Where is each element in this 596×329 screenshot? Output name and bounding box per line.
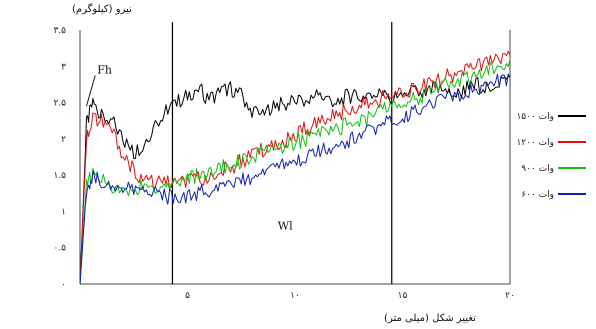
tick-labels: ۰ ۰.۵ ۱ ۱.۵ ۲ ۲.۵ ۳ ۳.۵ ۵ ۱۰ ۱۵ ۲۰ [53, 26, 514, 301]
x-tick-label-0: ۵ [185, 291, 190, 301]
y-tick-label-6: ۳ [61, 62, 66, 72]
y-tick-label-7: ۳.۵ [53, 26, 66, 36]
annotation-1: Wl [278, 220, 293, 233]
vertical-markers [171, 22, 393, 284]
y-tick-label-5: ۲.۵ [53, 99, 66, 109]
plot-frame [79, 30, 511, 285]
legend-label-1: ۱۲۰۰ وات [516, 138, 554, 148]
series-line-2 [79, 58, 511, 285]
legend-label-3: ۶۰۰ وات [521, 190, 554, 200]
annotations: Fh Wl [86, 64, 293, 233]
y-tick-label-4: ۲ [61, 135, 66, 145]
y-tick-label-3: ۱.۵ [53, 171, 66, 181]
y-tick-label-2: ۱ [61, 207, 66, 217]
series-line-1 [79, 50, 511, 285]
annotation-leader [86, 75, 96, 107]
x-axis-title: تغییر شکل (میلی متر) [384, 313, 476, 324]
series-line-3 [79, 73, 511, 285]
annotation-0: Fh [97, 64, 112, 77]
y-tick-label-1: ۰.۵ [53, 244, 66, 254]
series-line-0 [79, 75, 511, 285]
legend: ۱۵۰۰ وات ۱۲۰۰ وات ۹۰۰ وات ۶۰۰ وات [516, 112, 586, 200]
x-tick-label-1: ۱۰ [290, 291, 300, 301]
x-tick-label-3: ۲۰ [505, 291, 515, 301]
series-group [79, 50, 511, 285]
x-tick-label-2: ۱۵ [398, 291, 408, 301]
legend-label-2: ۹۰۰ وات [521, 164, 554, 174]
legend-label-0: ۱۵۰۰ وات [516, 112, 554, 122]
y-tick-label-0: ۰ [61, 280, 66, 290]
y-axis-title: نیرو (کیلوگرم) [72, 3, 132, 15]
